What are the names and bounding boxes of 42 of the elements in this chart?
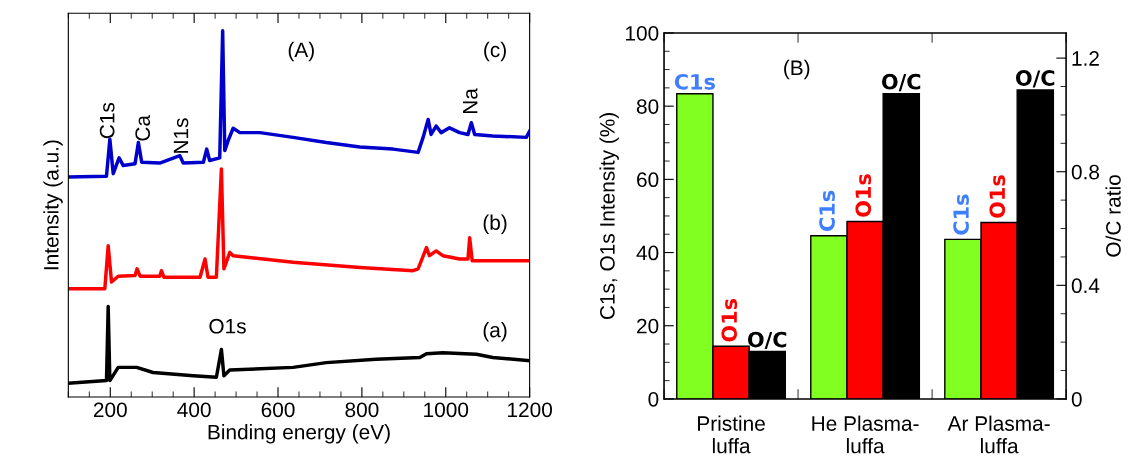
y-tick-label: 0 [648,391,659,407]
x-axis-title: Binding energy (eV) [208,424,390,444]
y-tick-label: 100 [626,25,659,41]
y-tick-label: 60 [637,172,659,188]
x-tick-label: He Plasma- luffa [812,415,919,454]
series-label: C1s [674,73,715,90]
y2-tick-label: 0.8 [1071,164,1100,180]
annotation: O1s [209,318,246,334]
x-tick-label: Pristine luffa [698,415,765,454]
x-tick-label: 1200 [508,402,552,418]
annotation: (a) [483,322,507,342]
x-tick-label: 200 [93,402,127,418]
y2-axis-title: O/C ratio [1105,175,1121,257]
y2-tick-label: 1.2 [1072,51,1099,66]
text: O/C [1016,70,1055,88]
annotation: (c) [484,41,506,62]
x-tick-label: 600 [261,402,295,418]
y2-tick-label: 0 [1071,391,1082,407]
annotation: Ca [135,115,151,141]
text: O/C [881,73,921,92]
annotation: N1s [173,118,189,153]
text: C1s [819,190,835,232]
y2-tick-label: 0.4 [1071,278,1100,294]
text: O1s [721,298,738,342]
text: C1s [953,194,969,235]
y-tick-label: 40 [636,245,659,261]
y-tick-label: 20 [637,318,659,334]
x-tick-label: 800 [345,402,379,418]
annotation: C1s [99,102,115,139]
y-axis-title: Intensity (a.u.) [43,140,63,270]
x-tick-label: 1000 [424,402,469,418]
text: O1s [855,174,872,217]
x-tick-label: 400 [177,402,211,418]
text: O1s [989,175,1006,218]
y-tick-label: 80 [636,99,659,114]
annotation: (b) [483,214,507,235]
annotation: (B) [784,59,810,80]
x-tick-label: Ar Plasma- luffa [947,415,1050,454]
series-label: O/C [747,331,787,350]
annotation: Na [463,88,478,114]
y-axis-title: C1s, O1s Intensity (%) [599,113,619,320]
annotation: (A) [288,41,314,62]
